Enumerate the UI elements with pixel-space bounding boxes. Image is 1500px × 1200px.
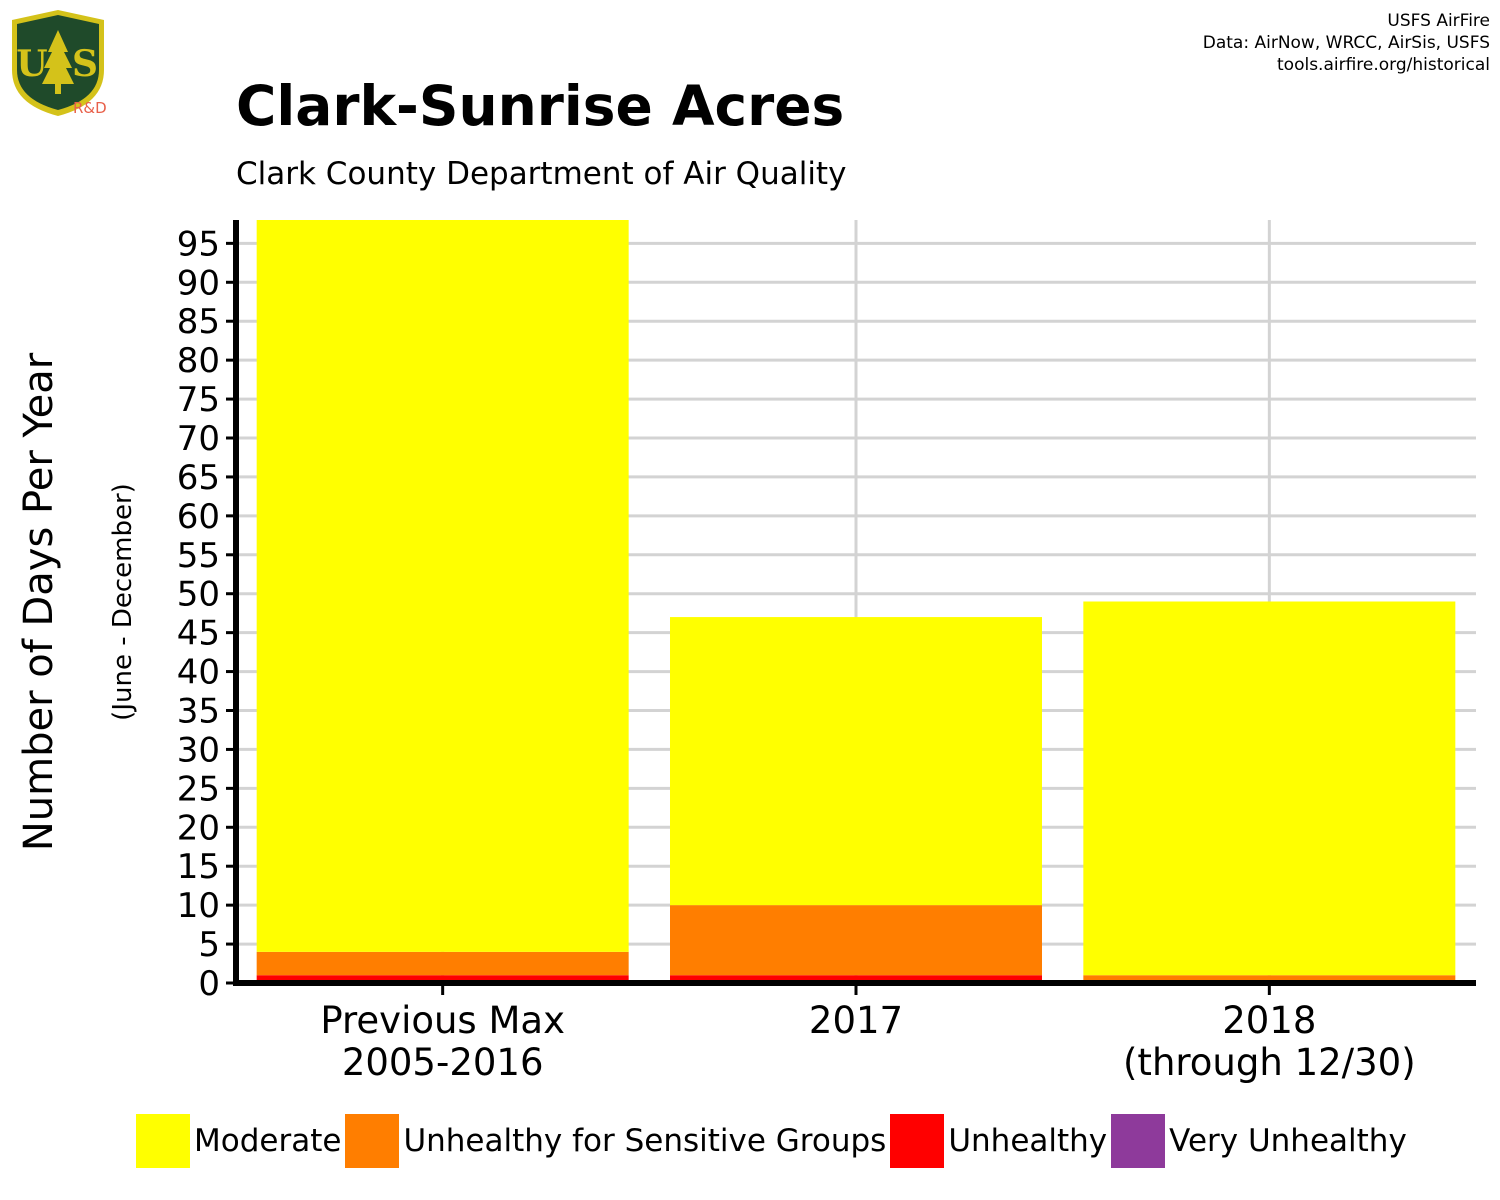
y-tick-label: 0 (198, 964, 220, 1004)
bar-unhealthy-for-sensitive-groups (1083, 975, 1456, 983)
y-tick-label: 10 (177, 886, 220, 926)
legend-label-very-unhealthy: Very Unhealthy (1169, 1123, 1407, 1159)
credit-line-1: USFS AirFire (1387, 11, 1490, 31)
bar-moderate (1083, 601, 1456, 976)
svg-text:U: U (16, 43, 47, 85)
y-tick-label: 95 (177, 224, 220, 264)
y-axis-title: Number of Days Per Year (16, 352, 62, 851)
x-tick-label: Previous Max 2005-2016 (320, 999, 565, 1084)
bar-moderate (670, 617, 1042, 906)
y-tick-label: 75 (177, 380, 220, 420)
legend-swatch-unhealthy (890, 1114, 945, 1168)
legend-swatch-very-unhealthy (1111, 1114, 1166, 1168)
bar-unhealthy (670, 975, 1042, 983)
legend-label-usg: Unhealthy for Sensitive Groups (403, 1123, 887, 1159)
chart-subtitle: Clark County Department of Air Quality (236, 156, 847, 192)
y-tick-label: 35 (177, 692, 220, 732)
bar-unhealthy-for-sensitive-groups (256, 951, 629, 976)
legend-label-unhealthy: Unhealthy (948, 1123, 1108, 1159)
svg-text:S: S (72, 43, 98, 85)
bar-moderate (256, 220, 629, 952)
y-tick-label: 60 (177, 497, 220, 537)
y-tick-label: 80 (177, 341, 220, 381)
y-tick-label: 30 (177, 730, 220, 770)
y-tick-label: 85 (177, 302, 220, 342)
bar-unhealthy-for-sensitive-groups (670, 905, 1042, 976)
y-axis-subtitle: (June - December) (108, 483, 138, 721)
legend-item-very-unhealthy: Very Unhealthy (1111, 1114, 1407, 1168)
credit-line-3: tools.airfire.org/historical (1277, 55, 1490, 75)
legend-item-usg: Unhealthy for Sensitive Groups (345, 1114, 886, 1168)
legend-swatch-usg (345, 1114, 400, 1168)
y-tick-label: 55 (177, 536, 220, 576)
y-tick-label: 5 (198, 925, 220, 965)
legend-label-moderate: Moderate (194, 1123, 342, 1159)
x-tick-label: 2018 (through 12/30) (1123, 999, 1416, 1084)
legend-item-moderate: Moderate (136, 1114, 341, 1168)
y-tick-label: 45 (177, 614, 220, 654)
legend-item-unhealthy: Unhealthy (890, 1114, 1107, 1168)
forest-service-shield-logo: U S (12, 10, 104, 116)
y-tick-label: 90 (177, 263, 220, 303)
y-tick-label: 70 (177, 419, 220, 459)
y-tick-label: 15 (177, 847, 220, 887)
x-tick-label: 2017 (809, 999, 903, 1042)
credit-line-2: Data: AirNow, WRCC, AirSis, USFS (1202, 33, 1490, 53)
y-tick-label: 40 (177, 653, 220, 693)
y-tick-label: 20 (177, 808, 220, 848)
legend: Moderate Unhealthy for Sensitive Groups … (136, 1114, 1411, 1168)
y-tick-label: 65 (177, 458, 220, 498)
chart-title: Clark-Sunrise Acres (236, 74, 845, 138)
logo-rd-tag: R&D (73, 99, 107, 117)
y-tick-label: 50 (177, 575, 220, 615)
bar-unhealthy (256, 975, 629, 983)
legend-swatch-moderate (136, 1114, 190, 1168)
y-tick-label: 25 (177, 769, 220, 809)
